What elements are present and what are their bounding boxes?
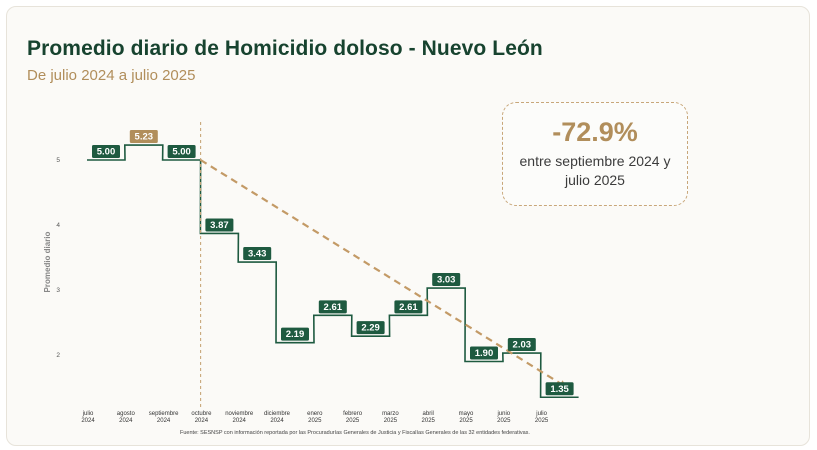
x-tick-label-year: 2025 xyxy=(459,418,473,424)
chart-slide: Promedio diario de Homicidio doloso - Nu… xyxy=(6,6,810,446)
x-tick-label-year: 2025 xyxy=(497,418,511,424)
x-tick-label-month: julio xyxy=(82,411,94,417)
data-label: 2.19 xyxy=(286,329,305,340)
data-label: 5.00 xyxy=(97,147,116,158)
data-label-box xyxy=(545,382,574,396)
x-tick-label-month: noviembre xyxy=(225,411,254,417)
data-label-box xyxy=(167,145,196,158)
x-tick-label-year: 2024 xyxy=(157,418,171,424)
data-label: 1.35 xyxy=(550,384,569,395)
data-label-box xyxy=(129,130,158,144)
x-tick-label-month: abril xyxy=(423,411,434,417)
data-label-box xyxy=(356,321,385,335)
x-tick-label-month: marzo xyxy=(382,411,399,417)
y-axis-label: Promedio diario xyxy=(43,231,52,292)
x-tick-label-month: septiembre xyxy=(149,411,179,417)
x-tick-label-year: 2024 xyxy=(270,418,284,424)
data-label: 2.03 xyxy=(513,340,532,351)
data-label: 1.90 xyxy=(475,348,494,359)
chart-subtitle: De julio 2024 a julio 2025 xyxy=(27,67,196,84)
x-tick-label-year: 2024 xyxy=(81,418,95,424)
data-label: 3.03 xyxy=(437,275,456,286)
x-tick-label-month: mayo xyxy=(459,411,474,417)
data-label-box xyxy=(394,300,423,314)
data-label-box xyxy=(92,145,120,158)
change-callout: -72.9% entre septiembre 2024 y julio 202… xyxy=(502,102,688,206)
x-tick-label-year: 2024 xyxy=(233,418,247,424)
chart-title: Promedio diario de Homicidio doloso - Nu… xyxy=(27,37,543,60)
y-tick-label: 5 xyxy=(56,157,60,164)
change-description: entre septiembre 2024 y julio 2025 xyxy=(519,153,671,188)
x-tick-label-year: 2025 xyxy=(422,418,436,424)
data-label-box xyxy=(507,338,536,352)
data-label: 2.29 xyxy=(361,323,380,334)
x-tick-label-month: junio xyxy=(496,411,510,417)
x-tick-label-month: diciembre xyxy=(264,411,291,417)
data-label: 2.61 xyxy=(399,302,418,313)
x-tick-label-month: enero xyxy=(307,411,323,417)
source-note: Fuente: SESNSP con información reportada… xyxy=(180,430,530,436)
data-label-box xyxy=(432,273,461,287)
change-percent: -72.9% xyxy=(552,117,638,147)
x-tick-label-year: 2024 xyxy=(195,418,209,424)
x-tick-label-month: julio xyxy=(535,411,547,417)
series-step-line xyxy=(87,144,579,399)
data-label-box xyxy=(243,247,272,261)
x-tick-label-year: 2025 xyxy=(384,418,398,424)
x-tick-label-year: 2025 xyxy=(535,418,549,424)
x-tick-label-year: 2025 xyxy=(308,418,322,424)
data-label-box xyxy=(318,300,347,314)
data-label-box xyxy=(470,346,498,360)
x-tick-label-year: 2025 xyxy=(346,418,360,424)
x-tick-label-month: octubre xyxy=(191,411,212,417)
trend-line xyxy=(200,159,563,386)
x-tick-label-month: febrero xyxy=(343,411,363,417)
data-label-box xyxy=(205,218,234,232)
data-label: 3.87 xyxy=(210,220,229,231)
x-tick-label-year: 2024 xyxy=(119,418,133,424)
data-label: 2.61 xyxy=(324,302,343,313)
x-tick-label-month: agosto xyxy=(117,411,136,417)
data-label: 5.00 xyxy=(172,147,191,158)
y-tick-label: 4 xyxy=(56,222,60,229)
data-label: 5.23 xyxy=(135,132,154,143)
data-label: 3.43 xyxy=(248,249,267,260)
y-tick-label: 3 xyxy=(56,287,60,294)
y-tick-label: 2 xyxy=(56,352,60,359)
data-label-box xyxy=(281,327,309,341)
